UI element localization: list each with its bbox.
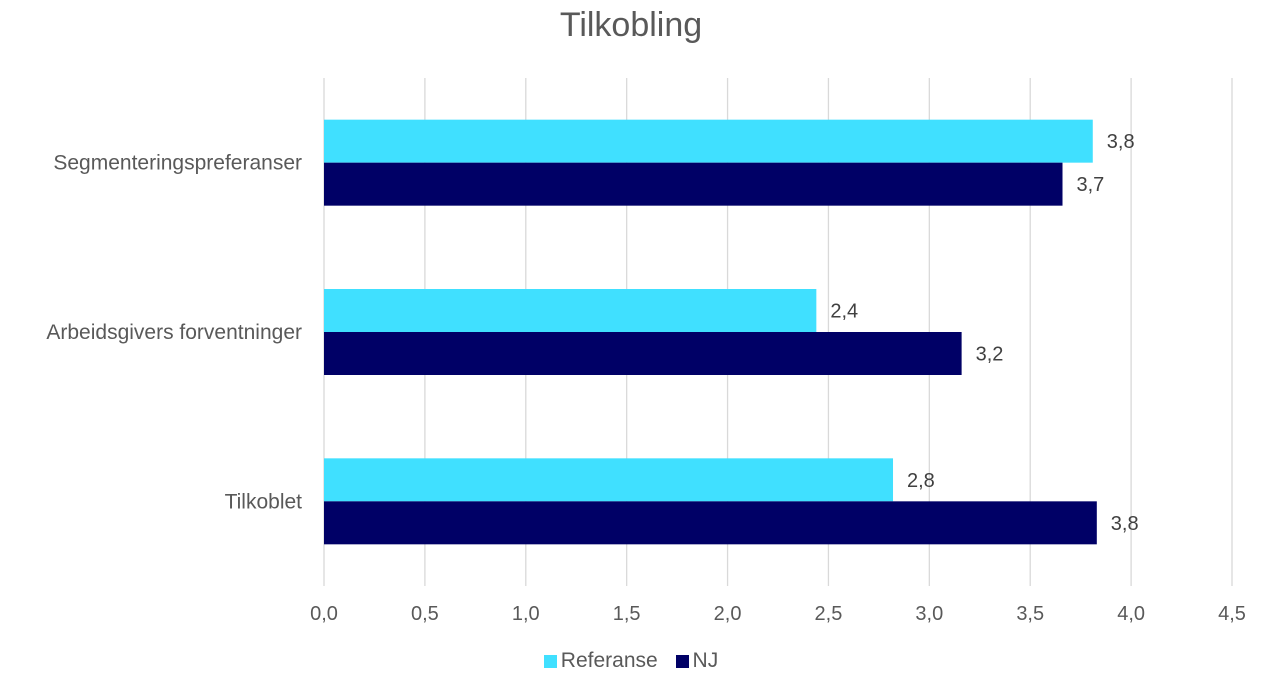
x-tick-label-2: 1,0 — [512, 603, 540, 625]
bar-nj-2 — [324, 501, 1097, 545]
category-label-0: Segmenteringspreferanser — [53, 152, 302, 175]
bar-referanse-2 — [324, 458, 894, 502]
category-label-2: Tilkoblet — [225, 490, 303, 513]
x-tick-label-1: 0,5 — [411, 603, 439, 625]
legend-label-referanse: Referanse — [560, 649, 658, 672]
category-label-1: Arbeidsgivers forventninger — [46, 321, 302, 344]
x-tick-label-8: 4,0 — [1117, 603, 1145, 625]
bar-referanse-1 — [324, 289, 817, 332]
data-label-referanse-1: 2,4 — [830, 301, 858, 323]
x-tick-label-4: 2,0 — [714, 603, 742, 625]
bar-nj-0 — [324, 162, 1063, 206]
data-label-nj-1: 3,2 — [976, 344, 1004, 366]
data-label-referanse-0: 3,8 — [1107, 131, 1135, 153]
x-tick-label-5: 2,5 — [815, 603, 843, 625]
x-tick-label-3: 1,5 — [613, 603, 641, 625]
x-tick-label-6: 3,0 — [915, 603, 943, 625]
chart-title: Tilkobling — [559, 6, 703, 44]
x-tick-label-9: 4,5 — [1218, 603, 1246, 625]
legend-swatch-referanse — [543, 654, 557, 668]
bar-referanse-0 — [324, 119, 1093, 163]
x-tick-label-7: 3,5 — [1016, 603, 1044, 625]
x-tick-label-0: 0,0 — [310, 603, 338, 625]
legend-item-referanse: Referanse — [543, 649, 658, 673]
legend: Referanse NJ — [0, 649, 1262, 674]
legend-swatch-nj — [675, 654, 689, 668]
data-label-referanse-2: 2,8 — [907, 470, 935, 492]
data-label-nj-2: 3,8 — [1111, 513, 1139, 535]
legend-label-nj: NJ — [692, 649, 719, 672]
bar-chart: 0,0 0,5 1,0 1,5 2,0 2,5 3,0 3,5 4,0 4,5 Segmenteri… — [46, 78, 1246, 625]
bar-nj-1 — [324, 332, 962, 375]
data-label-nj-0: 3,7 — [1077, 174, 1105, 196]
legend-item-nj: NJ — [675, 649, 719, 673]
